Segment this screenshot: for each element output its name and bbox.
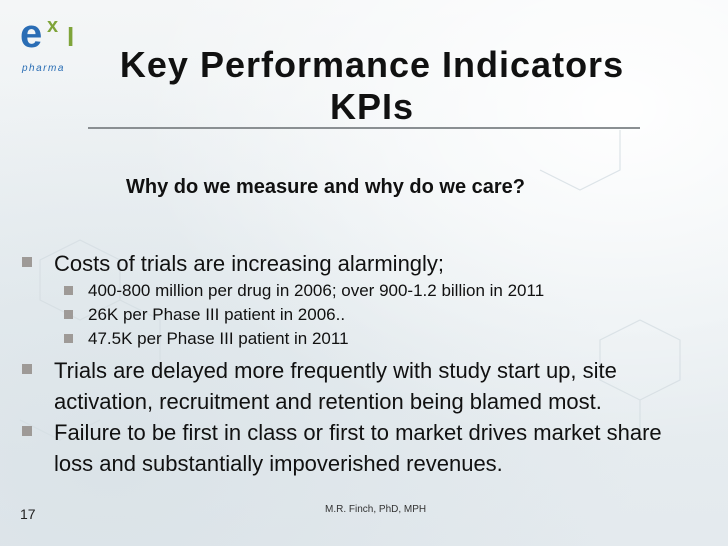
sub-bullet-text: 47.5K per Phase III patient in 2011 xyxy=(88,329,349,348)
footer-author: M.R. Finch, PhD, MPH xyxy=(325,504,427,515)
logo-pharma-text: pharma xyxy=(22,63,65,74)
bullet-list: Costs of trials are increasing alarmingl… xyxy=(22,248,702,479)
bullet-item: Costs of trials are increasing alarmingl… xyxy=(22,248,702,279)
title-divider xyxy=(88,127,640,129)
sub-bullet-item: 400-800 million per drug in 2006; over 9… xyxy=(64,279,702,303)
slide-title: Key Performance Indicators KPIs xyxy=(92,44,652,128)
bullet-text: Trials are delayed more frequently with … xyxy=(54,358,617,414)
bullet-text: Costs of trials are increasing alarmingl… xyxy=(54,251,445,276)
sub-bullet-item: 26K per Phase III patient in 2006.. xyxy=(64,303,702,327)
bullet-square-icon xyxy=(64,334,73,343)
bullet-item: Failure to be first in class or first to… xyxy=(22,417,702,479)
bullet-square-icon xyxy=(22,364,32,374)
logo-letter-e: e xyxy=(20,12,43,56)
logo-letter-x: x xyxy=(47,15,59,37)
bullet-square-icon xyxy=(64,310,73,319)
bullet-text: Failure to be first in class or first to… xyxy=(54,420,662,476)
title-line-2: KPIs xyxy=(329,86,415,127)
bullet-square-icon xyxy=(22,426,32,436)
subheading: Why do we measure and why do we care? xyxy=(126,176,525,198)
title-line-1: Key Performance Indicators xyxy=(119,44,625,85)
page-number: 17 xyxy=(20,506,36,522)
exl-pharma-logo: e x l pharma xyxy=(14,14,84,80)
bullet-item: Trials are delayed more frequently with … xyxy=(22,355,702,417)
sub-bullet-text: 26K per Phase III patient in 2006.. xyxy=(88,305,346,324)
bullet-square-icon xyxy=(22,257,32,267)
bullet-square-icon xyxy=(64,286,73,295)
sub-bullet-text: 400-800 million per drug in 2006; over 9… xyxy=(88,281,545,300)
logo-letter-l: l xyxy=(67,22,75,52)
sub-bullet-item: 47.5K per Phase III patient in 2011 xyxy=(64,327,702,351)
